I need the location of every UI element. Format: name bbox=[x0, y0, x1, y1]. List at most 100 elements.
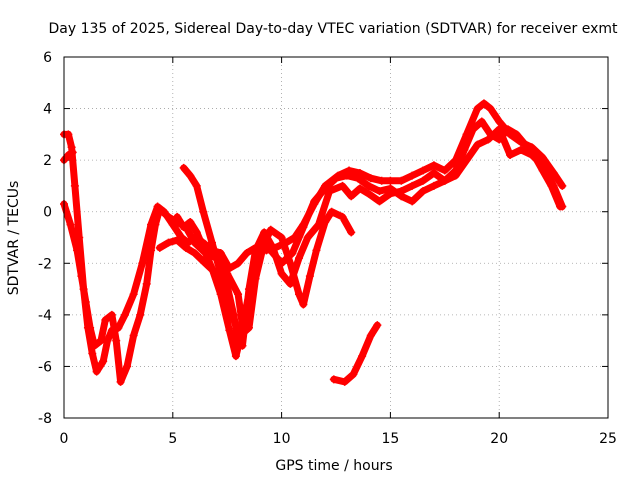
data-point bbox=[408, 171, 417, 180]
data-point bbox=[142, 279, 151, 288]
data-point bbox=[347, 228, 356, 237]
data-point bbox=[321, 184, 330, 193]
data-point bbox=[173, 236, 182, 245]
data-point bbox=[299, 223, 308, 232]
x-tick-label: 0 bbox=[60, 431, 69, 447]
y-tick-label: 2 bbox=[43, 153, 52, 169]
data-point bbox=[277, 233, 286, 242]
data-point bbox=[286, 279, 295, 288]
data-point bbox=[558, 202, 567, 211]
x-tick-label: 20 bbox=[490, 431, 508, 447]
data-point bbox=[266, 225, 275, 234]
data-point bbox=[179, 163, 188, 172]
data-point bbox=[440, 176, 449, 185]
series-layer bbox=[60, 99, 567, 386]
y-tick-label: 0 bbox=[43, 205, 52, 221]
data-point bbox=[338, 212, 347, 221]
data-point bbox=[186, 218, 195, 227]
data-point bbox=[123, 362, 132, 371]
data-point bbox=[506, 150, 515, 159]
data-point bbox=[305, 272, 314, 281]
plot-frame bbox=[63, 56, 609, 419]
data-point bbox=[107, 310, 116, 319]
data-point bbox=[112, 336, 121, 345]
data-point bbox=[429, 169, 438, 178]
data-point bbox=[358, 352, 367, 361]
data-point bbox=[429, 161, 438, 170]
data-point bbox=[186, 171, 195, 180]
data-point bbox=[251, 274, 260, 283]
y-tick-label: -2 bbox=[38, 256, 52, 272]
data-point bbox=[373, 321, 382, 330]
data-point bbox=[314, 220, 323, 229]
data-point bbox=[207, 238, 216, 247]
series-trace-7 bbox=[173, 212, 253, 361]
data-point bbox=[375, 187, 384, 196]
data-point bbox=[460, 145, 469, 154]
data-point bbox=[277, 269, 286, 278]
data-point bbox=[64, 130, 73, 139]
chart-title: Day 135 of 2025, Sidereal Day-to-day VTE… bbox=[49, 21, 619, 37]
data-point bbox=[329, 375, 338, 384]
data-point bbox=[164, 238, 173, 247]
data-point bbox=[260, 228, 269, 237]
data-point bbox=[473, 140, 482, 149]
data-point bbox=[295, 254, 304, 263]
data-point bbox=[66, 220, 75, 229]
data-point bbox=[538, 161, 547, 170]
data-point bbox=[173, 212, 182, 221]
series-line bbox=[156, 118, 564, 350]
data-point bbox=[366, 331, 375, 340]
data-point bbox=[216, 290, 225, 299]
y-tick-label: 6 bbox=[43, 50, 52, 66]
data-point bbox=[473, 104, 482, 113]
data-point bbox=[521, 140, 530, 149]
data-point bbox=[244, 295, 253, 304]
data-point bbox=[512, 130, 521, 139]
data-point bbox=[190, 248, 199, 257]
data-point bbox=[495, 117, 504, 126]
y-tick-label: -8 bbox=[38, 411, 52, 427]
data-point bbox=[310, 197, 319, 206]
data-point bbox=[86, 323, 95, 332]
data-point bbox=[375, 197, 384, 206]
series-trace-4 bbox=[155, 117, 565, 350]
data-point bbox=[231, 352, 240, 361]
data-point bbox=[147, 246, 156, 255]
data-point bbox=[484, 135, 493, 144]
data-point bbox=[486, 104, 495, 113]
data-point bbox=[260, 238, 269, 247]
series-line bbox=[180, 125, 566, 339]
data-point bbox=[116, 377, 125, 386]
data-point bbox=[462, 156, 471, 165]
data-point bbox=[386, 184, 395, 193]
data-point bbox=[516, 145, 525, 154]
data-point bbox=[349, 370, 358, 379]
y-tick-label: -4 bbox=[38, 308, 52, 324]
data-point bbox=[88, 349, 97, 358]
data-point bbox=[538, 153, 547, 162]
x-tick-label: 5 bbox=[168, 431, 177, 447]
data-point bbox=[342, 171, 351, 180]
data-point bbox=[397, 192, 406, 201]
data-point bbox=[242, 248, 251, 257]
data-point bbox=[477, 117, 486, 126]
data-point bbox=[347, 192, 356, 201]
data-point bbox=[332, 174, 340, 183]
data-point bbox=[77, 272, 86, 281]
data-point bbox=[286, 259, 295, 268]
data-point bbox=[277, 259, 286, 268]
data-point bbox=[120, 310, 129, 319]
y-tick-label: 4 bbox=[43, 102, 52, 118]
data-point bbox=[129, 331, 138, 340]
data-point bbox=[90, 341, 99, 350]
y-tick-label: -6 bbox=[38, 359, 52, 375]
data-point bbox=[238, 326, 247, 335]
data-point bbox=[151, 220, 160, 229]
data-point bbox=[207, 264, 216, 273]
data-point bbox=[338, 181, 347, 190]
data-point bbox=[408, 197, 417, 206]
data-point bbox=[225, 326, 234, 335]
data-point bbox=[419, 166, 428, 175]
data-point bbox=[288, 248, 297, 257]
